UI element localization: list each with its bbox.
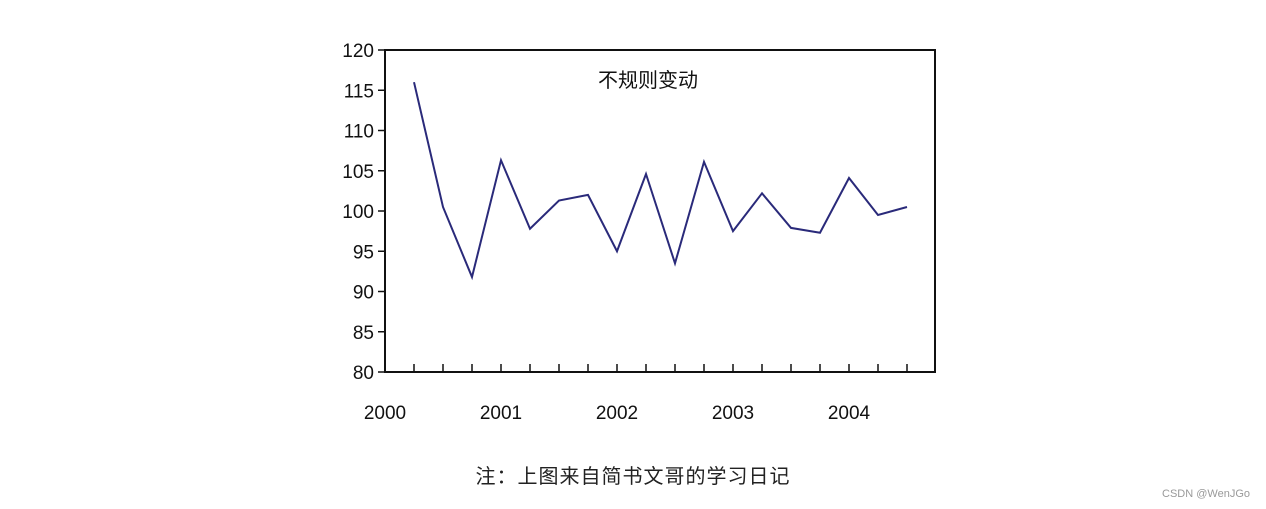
x-axis-ticks <box>413 364 908 372</box>
figure-caption: 注：上图来自简书文哥的学习日记 <box>475 464 791 488</box>
watermark: CSDN @WenJGo <box>1162 488 1250 500</box>
y-tick-label: 105 <box>342 162 374 183</box>
x-axis-tick-labels: 2000 2001 2002 2003 2004 <box>364 403 871 424</box>
y-tick-label: 85 <box>353 323 374 344</box>
y-axis-tick-labels: 80 85 90 95 100 105 110 115 120 <box>342 41 374 384</box>
y-tick-label: 95 <box>353 242 374 263</box>
x-tick-label: 2003 <box>712 403 754 424</box>
x-tick-label: 2002 <box>596 403 638 424</box>
chart-title: 不规则变动 <box>598 68 698 92</box>
series-line <box>413 81 908 281</box>
y-tick-label: 100 <box>342 202 374 223</box>
x-tick-label: 2004 <box>828 403 871 424</box>
plot-area-frame <box>384 49 936 373</box>
y-tick-label: 110 <box>344 122 374 143</box>
x-tick-label: 2000 <box>364 403 406 424</box>
y-tick-label: 90 <box>353 283 374 304</box>
y-tick-label: 115 <box>344 81 374 102</box>
y-tick-label: 80 <box>353 363 374 384</box>
y-axis-ticks <box>378 49 385 373</box>
x-tick-label: 2001 <box>480 403 522 424</box>
y-tick-label: 120 <box>342 41 374 62</box>
